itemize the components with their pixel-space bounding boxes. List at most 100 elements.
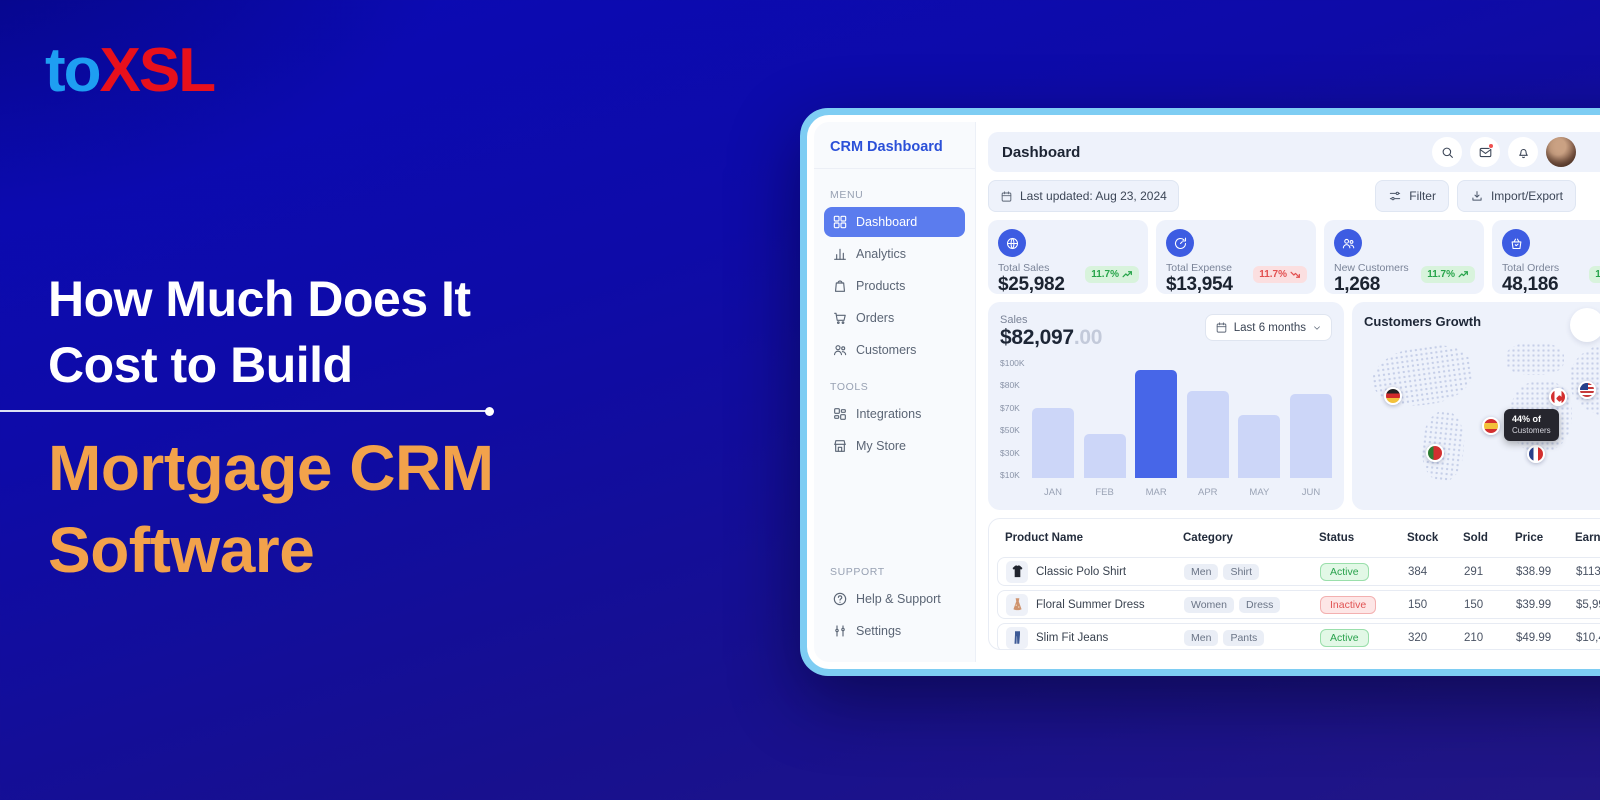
category-tag: Dress — [1239, 596, 1281, 613]
stat-change-badge: 11.7% — [1253, 266, 1307, 283]
table-row[interactable]: Floral Summer Dress Women Dress Inactive … — [997, 590, 1600, 619]
price-value: $38.99 — [1516, 565, 1552, 578]
import-export-button[interactable]: Import/Export — [1456, 180, 1576, 212]
sidebar-item-settings[interactable]: Settings — [824, 616, 965, 646]
y-axis-tick: $70K — [1000, 402, 1020, 413]
hero-title: How Much Does It Cost to Build — [48, 266, 668, 398]
sidebar-item-orders[interactable]: Orders — [824, 303, 965, 333]
category-tags: Women Dress — [1184, 596, 1320, 613]
stats-row: Total Sales $25,982 11.7% Total Expense … — [988, 220, 1600, 295]
sidebar-item-my-store[interactable]: My Store — [824, 431, 965, 461]
search-button[interactable] — [1432, 137, 1462, 167]
sidebar-item-analytics[interactable]: Analytics — [824, 239, 965, 269]
messages-button[interactable] — [1470, 137, 1500, 167]
category-tag: Men — [1184, 629, 1219, 646]
sales-amount: $82,097.00 — [1000, 326, 1103, 349]
table-row[interactable]: Classic Polo Shirt Men Shirt Active 384 2… — [997, 557, 1600, 586]
sidebar-item-products[interactable]: Products — [824, 271, 965, 301]
sidebar-item-customers[interactable]: Customers — [824, 335, 965, 365]
stat-value: 48,186 — [1502, 274, 1559, 295]
table-row[interactable]: Slim Fit Jeans Men Pants Active 320 210 $… — [997, 623, 1600, 649]
user-avatar[interactable] — [1546, 137, 1576, 167]
hero-title-line2: Cost to Build — [48, 337, 353, 393]
world-map: 44% of Customers — [1364, 337, 1600, 495]
status-badge: Inactive — [1320, 595, 1377, 614]
logo-part-blue: to — [45, 36, 102, 105]
stat-icon-circle — [1334, 229, 1362, 257]
y-axis-tick: $30K — [1000, 447, 1020, 458]
bar-chart-icon — [832, 246, 848, 262]
sold-value: 291 — [1464, 565, 1484, 578]
column-header-price: Price — [1515, 532, 1544, 544]
stat-icon — [1173, 236, 1188, 251]
sold-value: 210 — [1464, 631, 1484, 644]
bell-icon — [1516, 145, 1531, 160]
sidebar-item-help-support[interactable]: Help & Support — [824, 584, 965, 614]
tooltip-line2: Customers — [1512, 425, 1551, 435]
canada-flag-marker[interactable] — [1549, 388, 1567, 406]
sidebar-item-label: My Store — [856, 439, 907, 453]
sidebar-item-label: Orders — [856, 311, 895, 325]
charts-row: Sales $82,097.00 Last 6 months $100K $80K… — [988, 302, 1600, 510]
growth-panel-button[interactable] — [1570, 308, 1600, 342]
portugal-flag-marker[interactable] — [1426, 444, 1444, 462]
tooltip-line1: 44% of — [1512, 414, 1542, 424]
toxsl-logo: toXSL — [45, 40, 216, 102]
sidebar-section-label: SUPPORT — [830, 566, 885, 578]
calendar-icon — [1215, 321, 1228, 334]
map-continent-europe — [1506, 343, 1564, 375]
products-table: Product Name Category Status Stock Sold Price… — [988, 518, 1600, 650]
usa-flag-marker[interactable] — [1578, 381, 1596, 399]
sidebar-item-label: Analytics — [856, 247, 907, 261]
bar-mar[interactable] — [1135, 370, 1178, 478]
stat-card: Total Expense $13,954 11.7% — [1156, 220, 1316, 295]
grid-icon — [832, 214, 848, 230]
divider-line — [0, 410, 487, 412]
bar-may[interactable] — [1238, 415, 1281, 478]
filter-button[interactable]: Filter — [1375, 180, 1449, 212]
stat-value: $13,954 — [1166, 274, 1233, 295]
app-title: CRM Dashboard — [814, 122, 975, 169]
germany-flag-marker[interactable] — [1384, 387, 1402, 405]
sidebar-sections: MENU Dashboard Analytics Products Orders Cust… — [814, 169, 975, 662]
sidebar-item-integrations[interactable]: Integrations — [824, 399, 965, 429]
france-flag-marker[interactable] — [1527, 445, 1545, 463]
spain-flag-marker[interactable] — [1482, 417, 1500, 435]
bar-feb[interactable] — [1083, 434, 1126, 478]
date-range-dropdown[interactable]: Last 6 months — [1204, 314, 1332, 341]
sliders-icon — [832, 623, 848, 639]
sidebar-section-label: TOOLS — [830, 381, 869, 393]
hero-subtitle: Mortgage CRM Software — [48, 428, 688, 592]
toolbar: Last updated: Aug 23, 2024 Filter Import… — [988, 180, 1600, 212]
cart-icon — [832, 310, 848, 326]
unread-badge — [1488, 143, 1494, 149]
sidebar-item-label: Settings — [856, 624, 902, 638]
header-icon-group — [1432, 137, 1576, 167]
bar-apr[interactable] — [1186, 391, 1229, 478]
earnings-value: $11346.0 — [1576, 565, 1600, 578]
notifications-button[interactable] — [1508, 137, 1538, 167]
bar-jan[interactable] — [1032, 408, 1074, 478]
price-value: $49.99 — [1516, 631, 1552, 644]
crm-app: CRM Dashboard MENU Dashboard Analytics Prod… — [814, 122, 1600, 662]
trend-icon — [1122, 270, 1133, 279]
page-title: Dashboard — [1002, 143, 1081, 161]
x-axis-label: FEB — [1095, 487, 1114, 498]
stat-label: Total Sales — [998, 262, 1050, 274]
chart-bars: JAN FEB MAR APR MAY JUN — [1032, 358, 1332, 498]
category-tag: Shirt — [1223, 563, 1260, 580]
stat-label: New Customers — [1334, 262, 1409, 274]
map-continent-south-america — [1418, 408, 1468, 484]
chart-y-axis: $100K $80K $70K $50K $30K $10K — [1000, 358, 1032, 498]
sidebar-item-dashboard[interactable]: Dashboard — [824, 207, 965, 237]
calendar-icon — [1000, 190, 1013, 203]
price-value: $39.99 — [1516, 598, 1552, 611]
stat-label: Total Expense — [1166, 262, 1232, 274]
category-tag: Men — [1184, 563, 1219, 580]
stat-value: $25,982 — [998, 274, 1065, 295]
sidebar-item-label: Dashboard — [856, 215, 918, 229]
stat-value: 1,268 — [1334, 274, 1381, 295]
product-icon — [1006, 626, 1028, 649]
bar-jun[interactable] — [1289, 394, 1332, 478]
logo-part-red: XSL — [99, 36, 217, 105]
